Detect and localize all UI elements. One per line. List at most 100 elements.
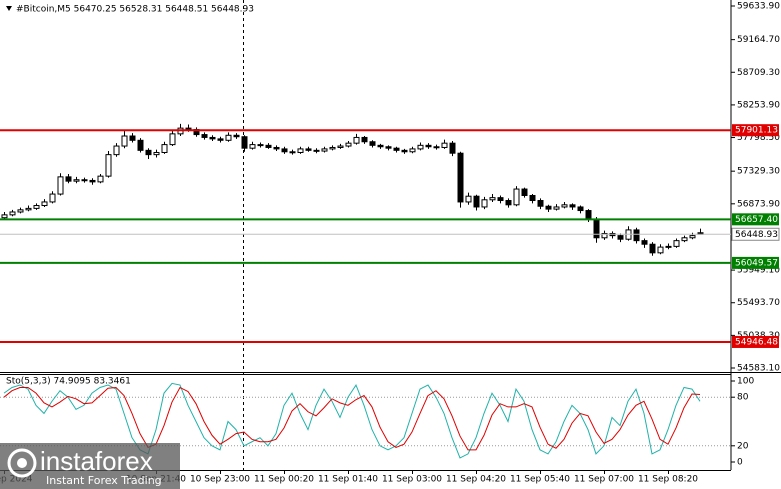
y-tick-label: 55493.70	[737, 298, 780, 308]
candle-body	[217, 138, 224, 141]
candle-body	[457, 152, 464, 203]
y-tick-label: 54583.10	[737, 364, 780, 374]
candle-body	[169, 133, 176, 146]
candle-body	[401, 149, 408, 153]
candle-body	[473, 195, 480, 208]
y-tick-label: 58253.90	[737, 100, 780, 110]
logo-icon	[7, 448, 37, 478]
candle-body	[41, 201, 48, 207]
candle-body	[601, 232, 608, 239]
candle-body	[321, 148, 328, 152]
candle-body	[353, 136, 360, 144]
x-tick-label: 11 Sep 01:40	[318, 475, 378, 485]
candle-body	[73, 179, 80, 182]
candle-body	[529, 194, 536, 202]
y-tick-label: 57329.30	[737, 167, 780, 177]
candle-body	[89, 179, 96, 183]
candle-body	[241, 136, 248, 149]
candle-body	[121, 135, 128, 147]
candle-body	[561, 204, 568, 208]
level-label: 56049.57	[735, 258, 778, 268]
y-tick-label: 55949.10	[737, 266, 780, 276]
candle-body	[265, 144, 272, 148]
candle-body	[377, 144, 384, 148]
current-price-box	[731, 227, 780, 241]
candle-body	[361, 136, 368, 143]
candle-body	[657, 246, 664, 254]
candle-body	[105, 154, 112, 177]
y-tick-label: 0	[737, 457, 743, 467]
candle-body	[329, 146, 336, 150]
candle-body	[297, 148, 304, 153]
x-tick-label: 11 Sep 07:00	[574, 475, 634, 485]
candle-body	[537, 200, 544, 207]
candle-body	[49, 193, 56, 203]
candle-body	[409, 148, 416, 153]
logo-background	[0, 443, 180, 489]
candle-body	[337, 145, 344, 148]
candle-body	[465, 195, 472, 203]
candle-body	[225, 134, 232, 141]
logo-icon	[17, 458, 27, 468]
candle-body	[57, 176, 64, 195]
level-box	[732, 335, 779, 348]
candle-body	[257, 144, 264, 147]
candle-body	[305, 148, 312, 151]
candle-body	[393, 147, 400, 151]
candle-body	[521, 188, 528, 196]
candle-body	[617, 235, 624, 240]
candle-body	[593, 218, 600, 239]
candle-body	[81, 179, 88, 182]
level-label: 56657.40	[735, 215, 778, 225]
candle-body	[161, 144, 168, 153]
indicator-line	[3, 382, 701, 459]
y-tick-label: 20	[737, 441, 749, 451]
logo-tagline: Instant Forex Trading	[46, 474, 162, 487]
candle-body	[137, 139, 144, 151]
candle-body	[249, 144, 256, 149]
candle-body	[585, 210, 592, 220]
logo: instaforex Instant Forex Trading	[0, 443, 180, 489]
x-tick-label: 11 Sep 00:20	[254, 475, 314, 485]
indicator-title: Sto(5,3,3) 74.9095 83.3461	[6, 377, 131, 387]
chart-title: #Bitcoin,M5 56470.25 56528.31 56448.51 5…	[16, 5, 254, 15]
candle-body	[385, 146, 392, 149]
candle-body	[673, 240, 680, 247]
logo-name: instaforex	[40, 446, 153, 476]
candle-body	[65, 176, 72, 182]
candle-body	[633, 229, 640, 242]
candle-body	[17, 209, 24, 213]
indicator-line	[3, 386, 701, 451]
candle-body	[641, 240, 648, 245]
candle-body	[153, 151, 160, 156]
y-tick-label: 55038.30	[737, 331, 780, 341]
candle-body	[209, 136, 216, 140]
candle-body	[129, 135, 136, 141]
candle-body	[201, 134, 208, 138]
y-tick-label: 58709.30	[737, 68, 780, 78]
candle-body	[425, 144, 432, 148]
candle-body	[1, 214, 8, 219]
level-box	[732, 256, 779, 269]
y-tick-label: 59633.90	[737, 1, 780, 11]
level-label: 57901.13	[735, 126, 778, 136]
candle-body	[505, 200, 512, 206]
candle-body	[145, 149, 152, 156]
x-tick-label: 11 Sep 03:00	[382, 475, 442, 485]
candle-body	[545, 205, 552, 210]
candle-body	[313, 149, 320, 152]
candle-body	[97, 175, 104, 183]
candle-body	[289, 151, 296, 154]
level-label: 54946.48	[735, 337, 778, 347]
x-tick-label: 11 Sep 04:20	[446, 475, 506, 485]
level-box	[732, 124, 779, 137]
candle-body	[9, 211, 16, 216]
candle-body	[441, 142, 448, 148]
candle-body	[553, 206, 560, 210]
candle-body	[113, 145, 120, 156]
candle-body	[665, 245, 672, 248]
candle-body	[481, 199, 488, 208]
candle-body	[681, 237, 688, 242]
candle-body	[25, 207, 32, 211]
